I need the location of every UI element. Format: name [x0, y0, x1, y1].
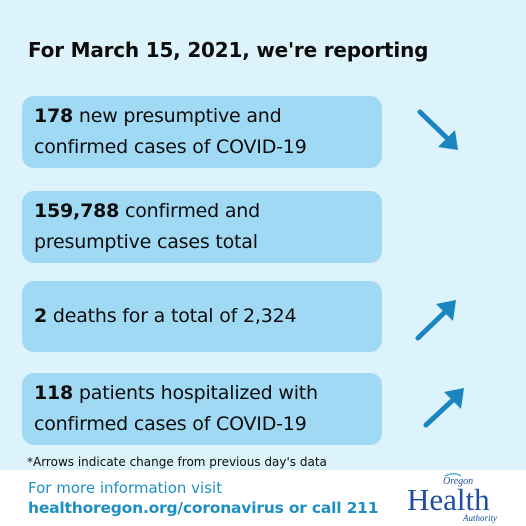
footer-link-text[interactable]: healthoregon.org/coronavirus or call 211	[28, 499, 379, 517]
stat-text-line2: presumptive cases total	[34, 231, 258, 253]
stat-card-text: 178 new presumptive and confirmed cases …	[34, 101, 307, 163]
arrow-down-right-icon	[417, 109, 458, 150]
footer: For more information visit healthoregon.…	[0, 470, 526, 526]
stat-card-text: 159,788 confirmed and presumptive cases …	[34, 196, 260, 258]
stat-text-line1: new presumptive and	[73, 105, 282, 127]
stat-card-deaths: 2 deaths for a total of 2,324	[22, 281, 382, 352]
svg-text:Authority: Authority	[462, 513, 497, 523]
stat-card-hospitalized: 118 patients hospitalized with confirmed…	[22, 373, 382, 445]
stat-card-new-cases: 178 new presumptive and confirmed cases …	[22, 96, 382, 168]
stat-text-line2: confirmed cases of COVID-19	[34, 136, 307, 158]
stat-number: 118	[34, 382, 74, 404]
footnote: *Arrows indicate change from previous da…	[27, 455, 327, 469]
arrow-up-right-icon	[415, 300, 456, 341]
arrow-up-right-icon	[423, 388, 464, 428]
stat-number: 178	[34, 105, 74, 127]
stat-card-text: 118 patients hospitalized with confirmed…	[34, 378, 318, 440]
stat-text-line1: patients hospitalized with	[73, 382, 318, 404]
svg-text:Oregon: Oregon	[443, 476, 473, 487]
stat-card-total-cases: 159,788 confirmed and presumptive cases …	[22, 191, 382, 263]
svg-text:Health: Health	[407, 482, 490, 517]
oregon-health-authority-logo: Oregon Health Authority	[407, 473, 497, 523]
stat-text-line1: confirmed and	[119, 200, 260, 222]
footer-info-text: For more information visit	[28, 479, 223, 497]
stat-text-line2: confirmed cases of COVID-19	[34, 413, 307, 435]
stat-number: 2	[34, 305, 48, 327]
stat-text-line1: deaths for a total of 2,324	[47, 305, 297, 327]
stat-card-text: 2 deaths for a total of 2,324	[34, 301, 297, 332]
stat-number: 159,788	[34, 200, 120, 222]
headline: For March 15, 2021, we're reporting	[28, 38, 429, 62]
